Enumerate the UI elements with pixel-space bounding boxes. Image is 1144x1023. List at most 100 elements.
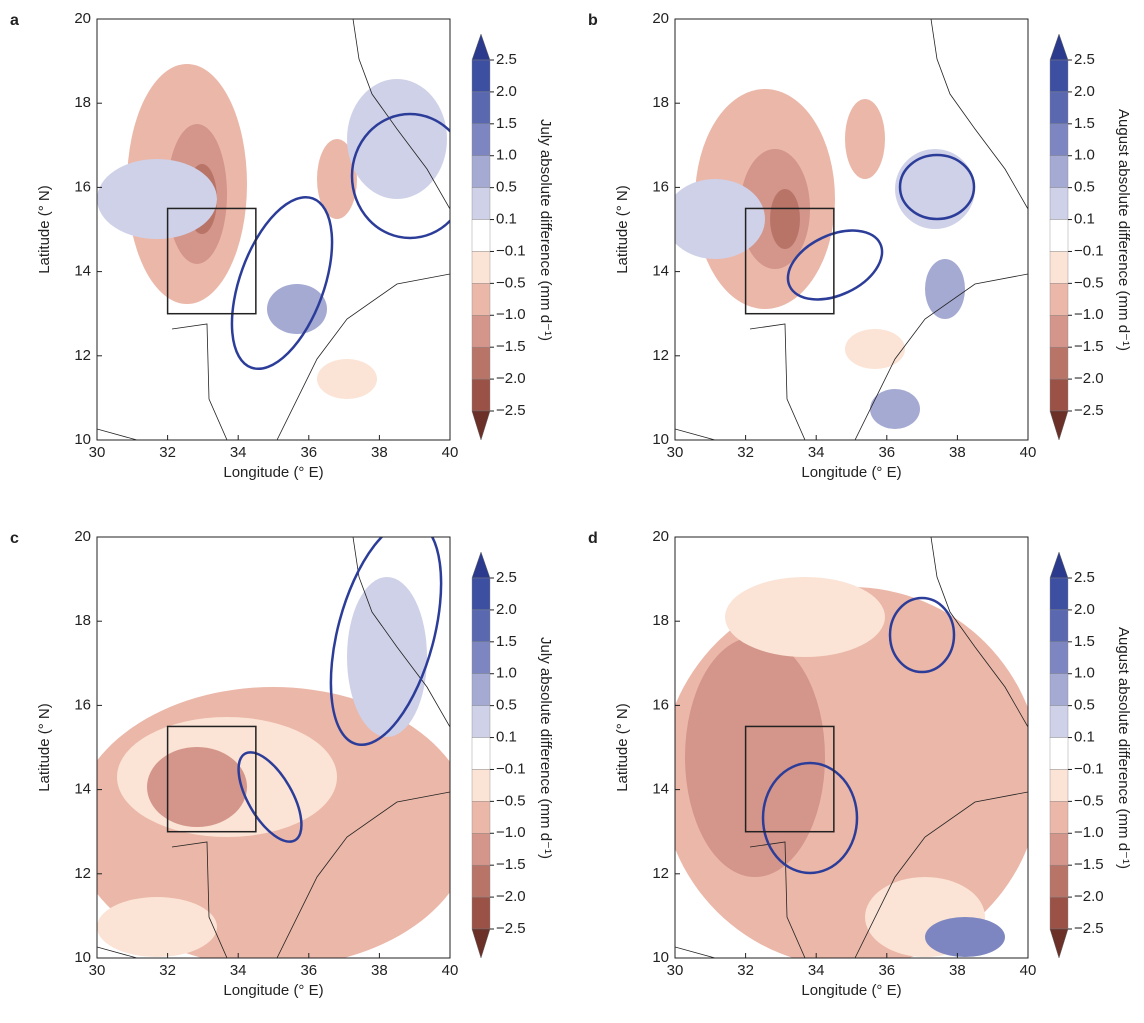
y-tick-label: 14 [74,263,91,280]
panel-label: b [588,12,598,29]
x-axis-label: Longitude (° E) [801,982,901,999]
colorbar-tick-label: −0.1 [1074,242,1104,259]
y-tick-label: 16 [74,178,91,195]
contour-region [347,577,427,737]
colorbar-tick-label: 0.5 [496,697,517,714]
contour-region [770,189,800,249]
colorbar-band [1049,91,1069,125]
colorbar-tick-label: 2.5 [496,569,517,586]
contour-region [97,897,217,957]
colorbar-band [471,864,491,898]
coastline [930,19,1028,210]
colorbar-tick-label: 0.1 [1074,729,1095,746]
x-tick-label: 36 [300,962,317,979]
colorbar-tick-label: −0.1 [496,242,526,259]
x-tick-label: 34 [808,444,825,461]
colorbar-band [1049,315,1069,348]
colorbar-tick-label: −0.5 [1074,792,1104,809]
colorbar-tick-label: −0.5 [1074,274,1104,291]
study-box [166,207,257,315]
x-tick-label: 30 [89,962,106,979]
contour-region [870,389,920,429]
colorbar-band [471,896,491,930]
colorbar-band [471,187,491,220]
colorbar-band [1049,378,1069,412]
study-box [744,725,835,833]
contour-region [845,99,885,179]
colorbar-band [1049,577,1069,611]
colorbar-band [1049,769,1069,802]
colorbar-band [1049,737,1069,770]
y-tick-label: 16 [652,696,669,713]
field [675,19,1028,440]
x-tick-label: 34 [808,962,825,979]
colorbar-tick-label: 2.0 [1074,83,1095,100]
x-axis-label: Longitude (° E) [223,982,323,999]
y-tick-label: 10 [652,431,669,448]
x-tick-label: 30 [667,962,684,979]
colorbar-band [471,315,491,348]
colorbar-band [1049,283,1069,316]
contour-region [317,359,377,399]
y-tick-label: 10 [74,431,91,448]
x-tick-label: 40 [442,962,459,979]
x-tick-label: 30 [667,444,684,461]
colorbar-tick-label: −1.0 [1074,306,1104,323]
colorbar-tick-label: 1.0 [496,147,517,164]
colorbar-tick-label: −1.5 [1074,856,1104,873]
colorbar-tick-label: −1.5 [496,338,526,355]
colorbar-tick-label: 1.5 [1074,633,1095,650]
colorbar-band [471,219,491,252]
colorbar-tick-label: 1.5 [496,115,517,132]
y-axis-label: Latitude (° N) [36,185,53,274]
colorbar-arrow [471,33,491,61]
y-tick-label: 20 [652,528,669,545]
colorbar-band [1049,346,1069,380]
y-tick-label: 20 [652,10,669,27]
y-tick-label: 12 [74,865,91,882]
colorbar-tick-label: −0.1 [1074,760,1104,777]
contour-region [317,139,357,219]
colorbar-tick-label: −2.5 [1074,920,1104,937]
y-axis-label: Latitude (° N) [36,703,53,792]
panel-label: d [588,530,598,547]
colorbar-band [471,769,491,802]
colorbar-band [471,251,491,284]
y-tick-label: 12 [74,347,91,364]
x-tick-label: 36 [878,962,895,979]
highlight-ellipse [350,112,450,240]
colorbar-band [1049,864,1069,898]
y-tick-label: 14 [652,781,669,798]
contour-region [347,79,447,199]
plot-frame [96,536,451,959]
colorbar-band [1049,59,1069,93]
colorbar-band [471,577,491,611]
y-tick-label: 10 [652,949,669,966]
border [675,273,1028,440]
x-tick-label: 40 [1020,962,1037,979]
colorbar-tick-label: −2.0 [1074,370,1104,387]
border [97,273,450,440]
y-tick-label: 14 [74,781,91,798]
colorbar-band [1049,833,1069,866]
x-tick-label: 32 [159,962,176,979]
colorbar-band [471,283,491,316]
colorbar-tick-label: 1.0 [496,665,517,682]
study-box [744,207,835,315]
colorbar-tick-label: −2.0 [1074,888,1104,905]
highlight-ellipse [230,195,334,371]
contour-region [925,259,965,319]
x-tick-label: 32 [737,444,754,461]
colorbar-tick-label: 0.5 [1074,697,1095,714]
colorbar-band [1049,705,1069,738]
panel-label: c [10,530,19,547]
colorbar-band [471,673,491,706]
coastline [930,537,1028,728]
colorbar-band [1049,896,1069,930]
colorbar-band [1049,801,1069,834]
contour-region [725,577,885,657]
panel: 30 32 34 36 38 40 10 12 14 16 18 20 c Longitude (° E)… [10,528,554,999]
colorbar-tick-label: 0.1 [496,729,517,746]
colorbar-tick-label: 2.0 [496,83,517,100]
colorbar-band [1049,155,1069,188]
